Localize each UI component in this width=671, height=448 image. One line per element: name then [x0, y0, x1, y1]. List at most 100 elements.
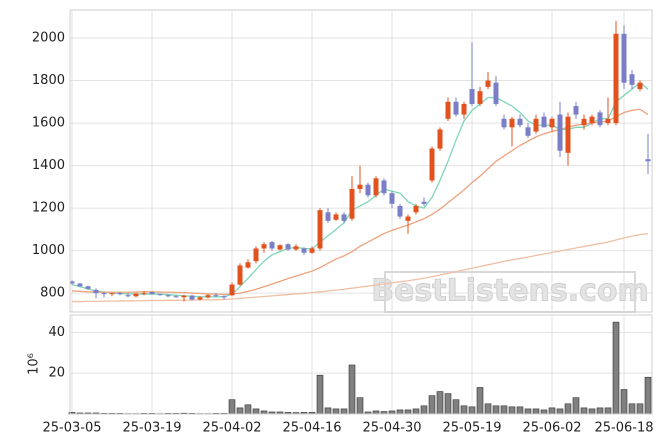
- volume-bar: [429, 396, 435, 414]
- candle-body: [166, 295, 171, 296]
- price-panel: [70, 10, 652, 312]
- volume-bar: [325, 408, 331, 414]
- volume-bar: [349, 365, 355, 414]
- y-tick-label: 1200: [32, 201, 65, 216]
- candle-body: [502, 119, 507, 128]
- candle-body: [214, 295, 219, 296]
- candle-body: [334, 214, 339, 219]
- candle-body: [126, 295, 131, 296]
- candle-body: [318, 210, 323, 248]
- candle-body: [78, 284, 83, 287]
- candle-body: [574, 106, 579, 115]
- candle-body: [422, 202, 427, 204]
- y-tick-label: 1600: [32, 116, 65, 131]
- volume-bar: [397, 410, 403, 414]
- volume-bar: [485, 404, 491, 414]
- candle-body: [134, 294, 139, 297]
- candle-body: [454, 102, 459, 115]
- candle-body: [342, 214, 347, 220]
- candle-body: [526, 127, 531, 136]
- volume-bar: [501, 406, 507, 414]
- candle-body: [366, 185, 371, 196]
- volume-bar: [533, 409, 539, 414]
- volume-bar: [469, 407, 475, 414]
- volume-bar: [445, 394, 451, 414]
- candle-body: [174, 296, 179, 297]
- candle-body: [142, 293, 147, 294]
- candle-body: [278, 245, 283, 249]
- candle-body: [158, 294, 163, 295]
- candle-body: [598, 112, 603, 125]
- volume-bar: [581, 408, 587, 414]
- candle-body: [382, 180, 387, 193]
- volume-bar: [317, 375, 323, 414]
- candle-body: [446, 102, 451, 119]
- y-tick-label: 1000: [32, 243, 65, 258]
- candle-body: [262, 244, 267, 248]
- volume-tick-label: 20: [48, 366, 65, 381]
- x-tick-label: 25-03-19: [122, 421, 181, 436]
- x-tick-label: 25-04-02: [202, 421, 261, 436]
- candle-body: [638, 83, 643, 89]
- volume-tick-label: 40: [48, 325, 65, 340]
- watermark: BestListens.com: [371, 274, 649, 309]
- candle-body: [534, 119, 539, 132]
- volume-bar: [357, 398, 363, 414]
- y-tick-label: 1400: [32, 158, 65, 173]
- volume-bar: [237, 408, 243, 414]
- volume-bar: [413, 409, 419, 414]
- volume-bar: [605, 408, 611, 414]
- volume-bar: [437, 392, 443, 414]
- volume-bar: [565, 404, 571, 414]
- candle-body: [486, 81, 491, 87]
- candle-body: [286, 244, 291, 249]
- volume-bar: [629, 404, 635, 414]
- volume-bar: [509, 407, 515, 414]
- candle-body: [238, 265, 243, 284]
- candle-body: [350, 189, 355, 219]
- volume-bar: [589, 409, 595, 414]
- volume-unit: 10⁶: [27, 353, 42, 375]
- x-tick-label: 25-06-18: [594, 421, 653, 436]
- candle-body: [86, 286, 91, 289]
- candle-body: [566, 117, 571, 153]
- candle-body: [462, 104, 467, 115]
- candle-body: [230, 285, 235, 296]
- candle-body: [310, 248, 315, 252]
- candle-body: [582, 119, 587, 125]
- candle-body: [590, 117, 595, 123]
- candle-body: [494, 83, 499, 104]
- volume-bar: [405, 410, 411, 414]
- x-tick-label: 25-03-05: [42, 421, 101, 436]
- candle-body: [374, 178, 379, 195]
- volume-bar: [549, 408, 555, 414]
- volume-bar: [637, 404, 643, 414]
- candle-body: [110, 293, 115, 294]
- y-tick-label: 800: [40, 286, 65, 301]
- candle-body: [198, 297, 203, 299]
- volume-bar: [477, 387, 483, 414]
- volume-bar: [229, 400, 235, 414]
- x-tick-label: 25-04-16: [282, 421, 341, 436]
- candle-body: [510, 119, 515, 128]
- volume-bar: [573, 398, 579, 414]
- candle-body: [398, 206, 403, 217]
- volume-bar: [597, 408, 603, 414]
- candle-body: [246, 262, 251, 267]
- candle-body: [622, 34, 627, 83]
- candle-body: [358, 185, 363, 189]
- candle-body: [326, 212, 331, 221]
- candle-body: [254, 248, 259, 261]
- y-tick-label: 1800: [32, 73, 65, 88]
- candle-body: [406, 217, 411, 221]
- candle-body: [646, 159, 651, 161]
- candle-body: [390, 193, 395, 204]
- volume-bar: [613, 322, 619, 414]
- candle-body: [302, 248, 307, 252]
- candle-body: [470, 89, 475, 104]
- candle-body: [270, 242, 275, 248]
- candle-body: [118, 293, 123, 294]
- volume-bar: [541, 410, 547, 414]
